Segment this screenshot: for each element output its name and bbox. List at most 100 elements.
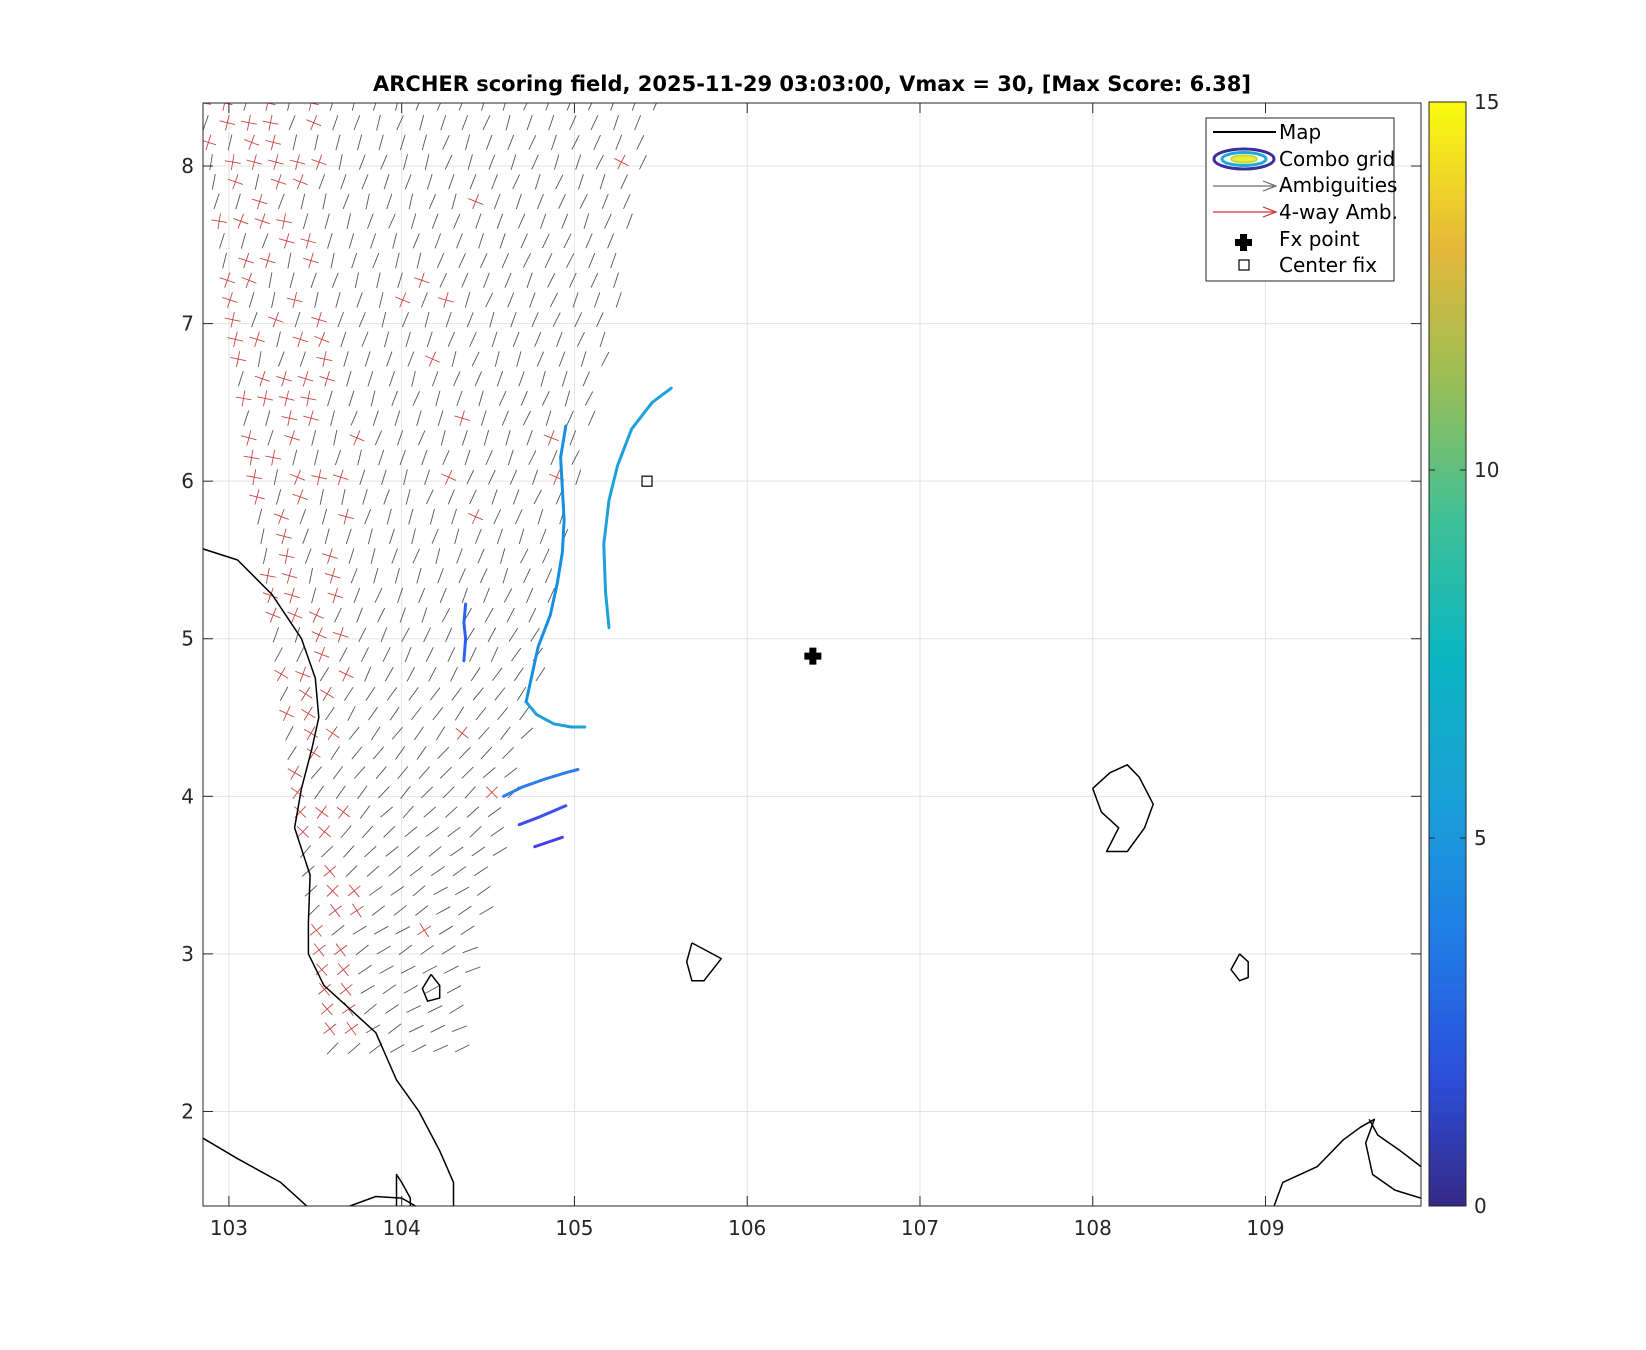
ambiguity-arrow (539, 528, 547, 544)
ambiguity-arrow (454, 528, 460, 545)
ambiguity-arrow (451, 351, 457, 367)
ambiguity-arrow (383, 825, 396, 838)
ambiguity-arrow (510, 154, 517, 170)
ambiguity-arrow (456, 548, 463, 564)
ambiguity-arrow (571, 135, 580, 150)
four-way-arrow (262, 120, 279, 125)
ambiguity-arrow (397, 766, 409, 780)
ambiguity-arrow (342, 193, 350, 210)
four-way-arrow (316, 963, 328, 976)
ambiguity-arrow (288, 115, 296, 131)
ambiguity-arrow (445, 806, 458, 818)
ambiguity-arrow (410, 213, 417, 229)
ambiguity-arrow (394, 567, 400, 584)
ambiguity-arrow (365, 1024, 381, 1034)
ambiguity-arrow (449, 1004, 464, 1014)
ambiguity-arrow (536, 351, 545, 367)
ambiguity-arrow (372, 410, 379, 426)
coastline-malay-coast (203, 548, 455, 1206)
ambiguity-arrow (421, 449, 428, 466)
ambiguity-arrow (388, 865, 402, 877)
ambiguity-arrow (367, 528, 373, 545)
ambiguity-arrow (465, 627, 475, 642)
ambiguity-arrow (292, 134, 298, 151)
legend: Map Combo grid Ambiguities 4-way Amb. Fx… (1205, 117, 1398, 282)
ambiguity-arrow (513, 667, 524, 682)
ambiguity-arrow (474, 371, 482, 387)
ambiguity-arrow (348, 390, 355, 407)
ambiguity-arrow (534, 174, 541, 190)
ambiguity-arrow (338, 154, 343, 171)
ambiguity-arrow (444, 154, 453, 170)
four-way-arrow (276, 219, 292, 224)
ambiguity-arrow (467, 154, 473, 170)
ambiguity-arrow (397, 272, 403, 289)
ambiguity-arrow (279, 686, 289, 702)
ambiguity-arrow (389, 528, 395, 545)
ambiguity-arrow (431, 371, 439, 387)
ambiguity-arrow (470, 667, 481, 682)
ambiguity-arrow (453, 371, 461, 387)
ambiguity-arrow (237, 370, 244, 387)
ambiguity-arrow (493, 193, 501, 210)
ambiguity-arrow (502, 103, 506, 111)
ambiguity-arrow (448, 174, 455, 190)
four-way-arrow (292, 336, 308, 343)
ambiguity-arrow (358, 627, 367, 643)
four-way-arrow (311, 316, 327, 323)
ambiguity-arrow (512, 331, 520, 347)
ambiguity-arrow (345, 528, 352, 545)
four-way-arrow (227, 178, 244, 185)
x-tick-label: 106 (728, 1216, 766, 1240)
ambiguity-arrow (372, 746, 385, 760)
ambiguity-arrow (507, 134, 515, 150)
coastline-tioman-island (421, 973, 441, 1002)
ambiguity-arrow (367, 370, 374, 387)
ambiguity-arrow (331, 272, 339, 288)
ambiguity-arrow (299, 351, 306, 367)
ambiguity-arrow (531, 312, 539, 328)
colorbar-gradient (1428, 101, 1467, 1207)
ambiguity-arrow (558, 194, 566, 209)
ambiguity-arrow (564, 390, 571, 407)
ambiguity-arrow (330, 410, 335, 427)
four-way-arrow (308, 611, 324, 619)
ambiguity-arrow (435, 390, 441, 407)
ambiguity-arrow (251, 312, 258, 328)
ambiguity-arrow (535, 667, 546, 682)
ambiguity-arrow (374, 587, 383, 603)
ambiguity-arrow (481, 103, 485, 111)
coastline-borneo-coast (1273, 1118, 1421, 1206)
legend-center-swatch (1238, 259, 1250, 271)
four-way-arrow (279, 709, 295, 718)
ambiguity-arrow (436, 906, 451, 915)
ambiguity-arrow (474, 866, 488, 876)
ambiguity-arrow (493, 509, 502, 525)
ambiguity-arrow (257, 508, 263, 525)
ambiguity-arrow (372, 103, 377, 111)
ambiguity-arrow (318, 174, 326, 190)
ambiguity-arrow (590, 272, 599, 288)
ambiguity-arrow (500, 726, 511, 740)
ambiguity-arrow (490, 647, 499, 662)
ambiguity-arrow (542, 233, 550, 249)
ambiguity-arrow (353, 587, 361, 604)
ambiguity-arrow (569, 272, 577, 288)
four-way-arrow (249, 336, 265, 343)
ambiguity-arrow (465, 134, 471, 151)
ambiguity-arrow (407, 845, 420, 857)
coastline-borneo-coast-2 (1368, 1118, 1421, 1168)
ambiguity-arrow (652, 103, 658, 111)
ambiguity-arrow (429, 687, 441, 701)
ambiguity-arrow (287, 252, 292, 269)
y-tick-label: 7 (181, 312, 194, 336)
ambiguity-arrow (368, 885, 383, 896)
ambiguity-arrow (395, 926, 411, 935)
score-contour (462, 602, 468, 663)
ambiguity-arrow (458, 253, 466, 269)
ambiguity-arrow (456, 233, 463, 249)
legend-label-fx: Fx point (1279, 227, 1360, 251)
ambiguity-arrow (454, 1044, 470, 1053)
coastline-sumatra-coast (203, 1137, 308, 1206)
legend-label-ambiguities: Ambiguities (1279, 173, 1397, 197)
